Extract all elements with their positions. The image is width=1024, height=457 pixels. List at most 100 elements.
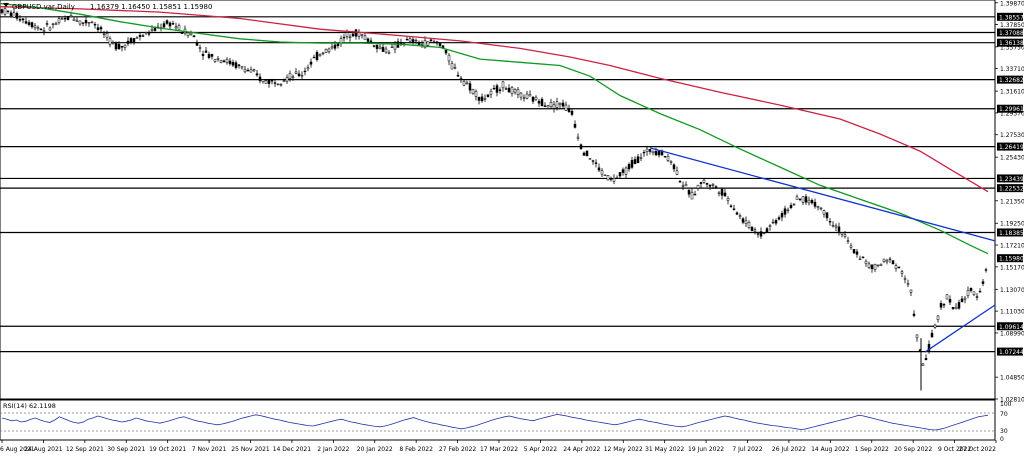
candle-body (849, 245, 853, 248)
candle-body (873, 264, 877, 270)
candle-body (225, 58, 229, 63)
candle-body (960, 298, 964, 302)
candle-body (861, 256, 865, 258)
candle-body (903, 278, 907, 280)
candle-body (117, 43, 121, 50)
candle-body (351, 33, 355, 37)
candle-body (957, 302, 961, 309)
y-tick-label: 1.13070 (1000, 287, 1024, 294)
candle-body (75, 20, 79, 22)
candle-body (390, 46, 394, 49)
candle-body (450, 63, 454, 70)
candle-body (6, 10, 10, 12)
candle-body (444, 49, 448, 54)
candle-body (282, 80, 286, 82)
candle-body (741, 218, 745, 223)
candle-body (984, 269, 988, 271)
candle-body (702, 179, 706, 183)
candle-body (909, 289, 913, 293)
candle-body (63, 18, 67, 20)
candle-body (471, 89, 475, 94)
y-tick-label: 1.37850 (1000, 22, 1024, 29)
candle-body (468, 83, 472, 91)
candle-body (810, 200, 814, 204)
candle-body (753, 229, 757, 232)
candle-body (936, 315, 940, 321)
candle-body (963, 297, 967, 300)
y-tick-label: 1.21350 (1000, 198, 1024, 205)
x-tick-label: 24 Aug 2021 (24, 446, 63, 453)
candle-body (564, 104, 568, 111)
y-tick-label: 1.08990 (1000, 330, 1024, 337)
candle-body (507, 87, 511, 93)
x-tick-label: 25 Nov 2021 (231, 446, 270, 453)
candle-body (99, 27, 103, 30)
candle-body (135, 37, 139, 39)
candle-body (735, 212, 739, 215)
candle-body (45, 23, 49, 25)
candle-body (477, 96, 481, 101)
level-label-box (997, 228, 1023, 237)
candle-body (381, 46, 385, 52)
candle-body (858, 258, 862, 260)
current-price-label: 1.15980 (999, 256, 1024, 263)
candle-body (105, 32, 109, 38)
candle-body (93, 24, 97, 26)
candle-body (240, 66, 244, 69)
candle-body (609, 178, 613, 180)
y-tick-label: 1.35750 (1000, 44, 1024, 51)
candle-body (954, 306, 958, 310)
candle-body (258, 76, 262, 82)
candle-body (621, 169, 625, 173)
moving-average-line[interactable] (0, 6, 989, 193)
moving-average-line[interactable] (0, 2, 989, 255)
candle-body (81, 22, 85, 24)
candle-body (876, 264, 880, 267)
candle-body (846, 240, 850, 242)
candle-body (978, 291, 982, 293)
candle-body (249, 69, 253, 73)
candle-body (18, 19, 22, 21)
candle-body (108, 38, 112, 45)
candle-body (549, 102, 553, 107)
candle-body (825, 212, 829, 219)
candle-body (864, 260, 868, 264)
candle-body (618, 172, 622, 177)
chevron-down-icon[interactable] (3, 3, 9, 7)
candle-body (84, 20, 88, 24)
candle-body (228, 60, 232, 65)
candle-body (426, 41, 430, 46)
x-tick-label: 6 Aug 2021 (0, 446, 35, 453)
candle-body (765, 228, 769, 232)
candle-body (582, 152, 586, 156)
candle-body (933, 324, 937, 328)
candle-body (147, 33, 151, 35)
candle-body (222, 60, 226, 63)
candle-body (867, 263, 871, 268)
level-label: 1.32682 (999, 77, 1024, 84)
candle-body (447, 54, 451, 62)
candle-body (324, 48, 328, 54)
candle-body (669, 161, 673, 163)
level-label: 1.38557 (999, 14, 1024, 21)
y-tick-label: 1.04850 (1000, 375, 1024, 382)
candle-body (171, 23, 175, 25)
candle-body (150, 28, 154, 31)
x-tick-label: 20 Jan 2022 (357, 446, 393, 453)
candle-body (333, 44, 337, 49)
candle-body (819, 207, 823, 210)
candle-body (648, 149, 652, 152)
candle-body (675, 170, 679, 175)
x-tick-label: 8 Feb 2022 (399, 446, 433, 453)
trend-line[interactable] (924, 304, 996, 353)
trend-line[interactable] (649, 147, 996, 242)
candle-body (408, 38, 412, 42)
candle-body (489, 90, 493, 95)
level-label-box (997, 174, 1023, 183)
candle-body (273, 82, 277, 84)
candle-body (378, 46, 382, 49)
candle-body (633, 159, 637, 165)
candle-body (636, 156, 640, 163)
candle-body (663, 156, 667, 158)
candle-body (603, 174, 607, 176)
